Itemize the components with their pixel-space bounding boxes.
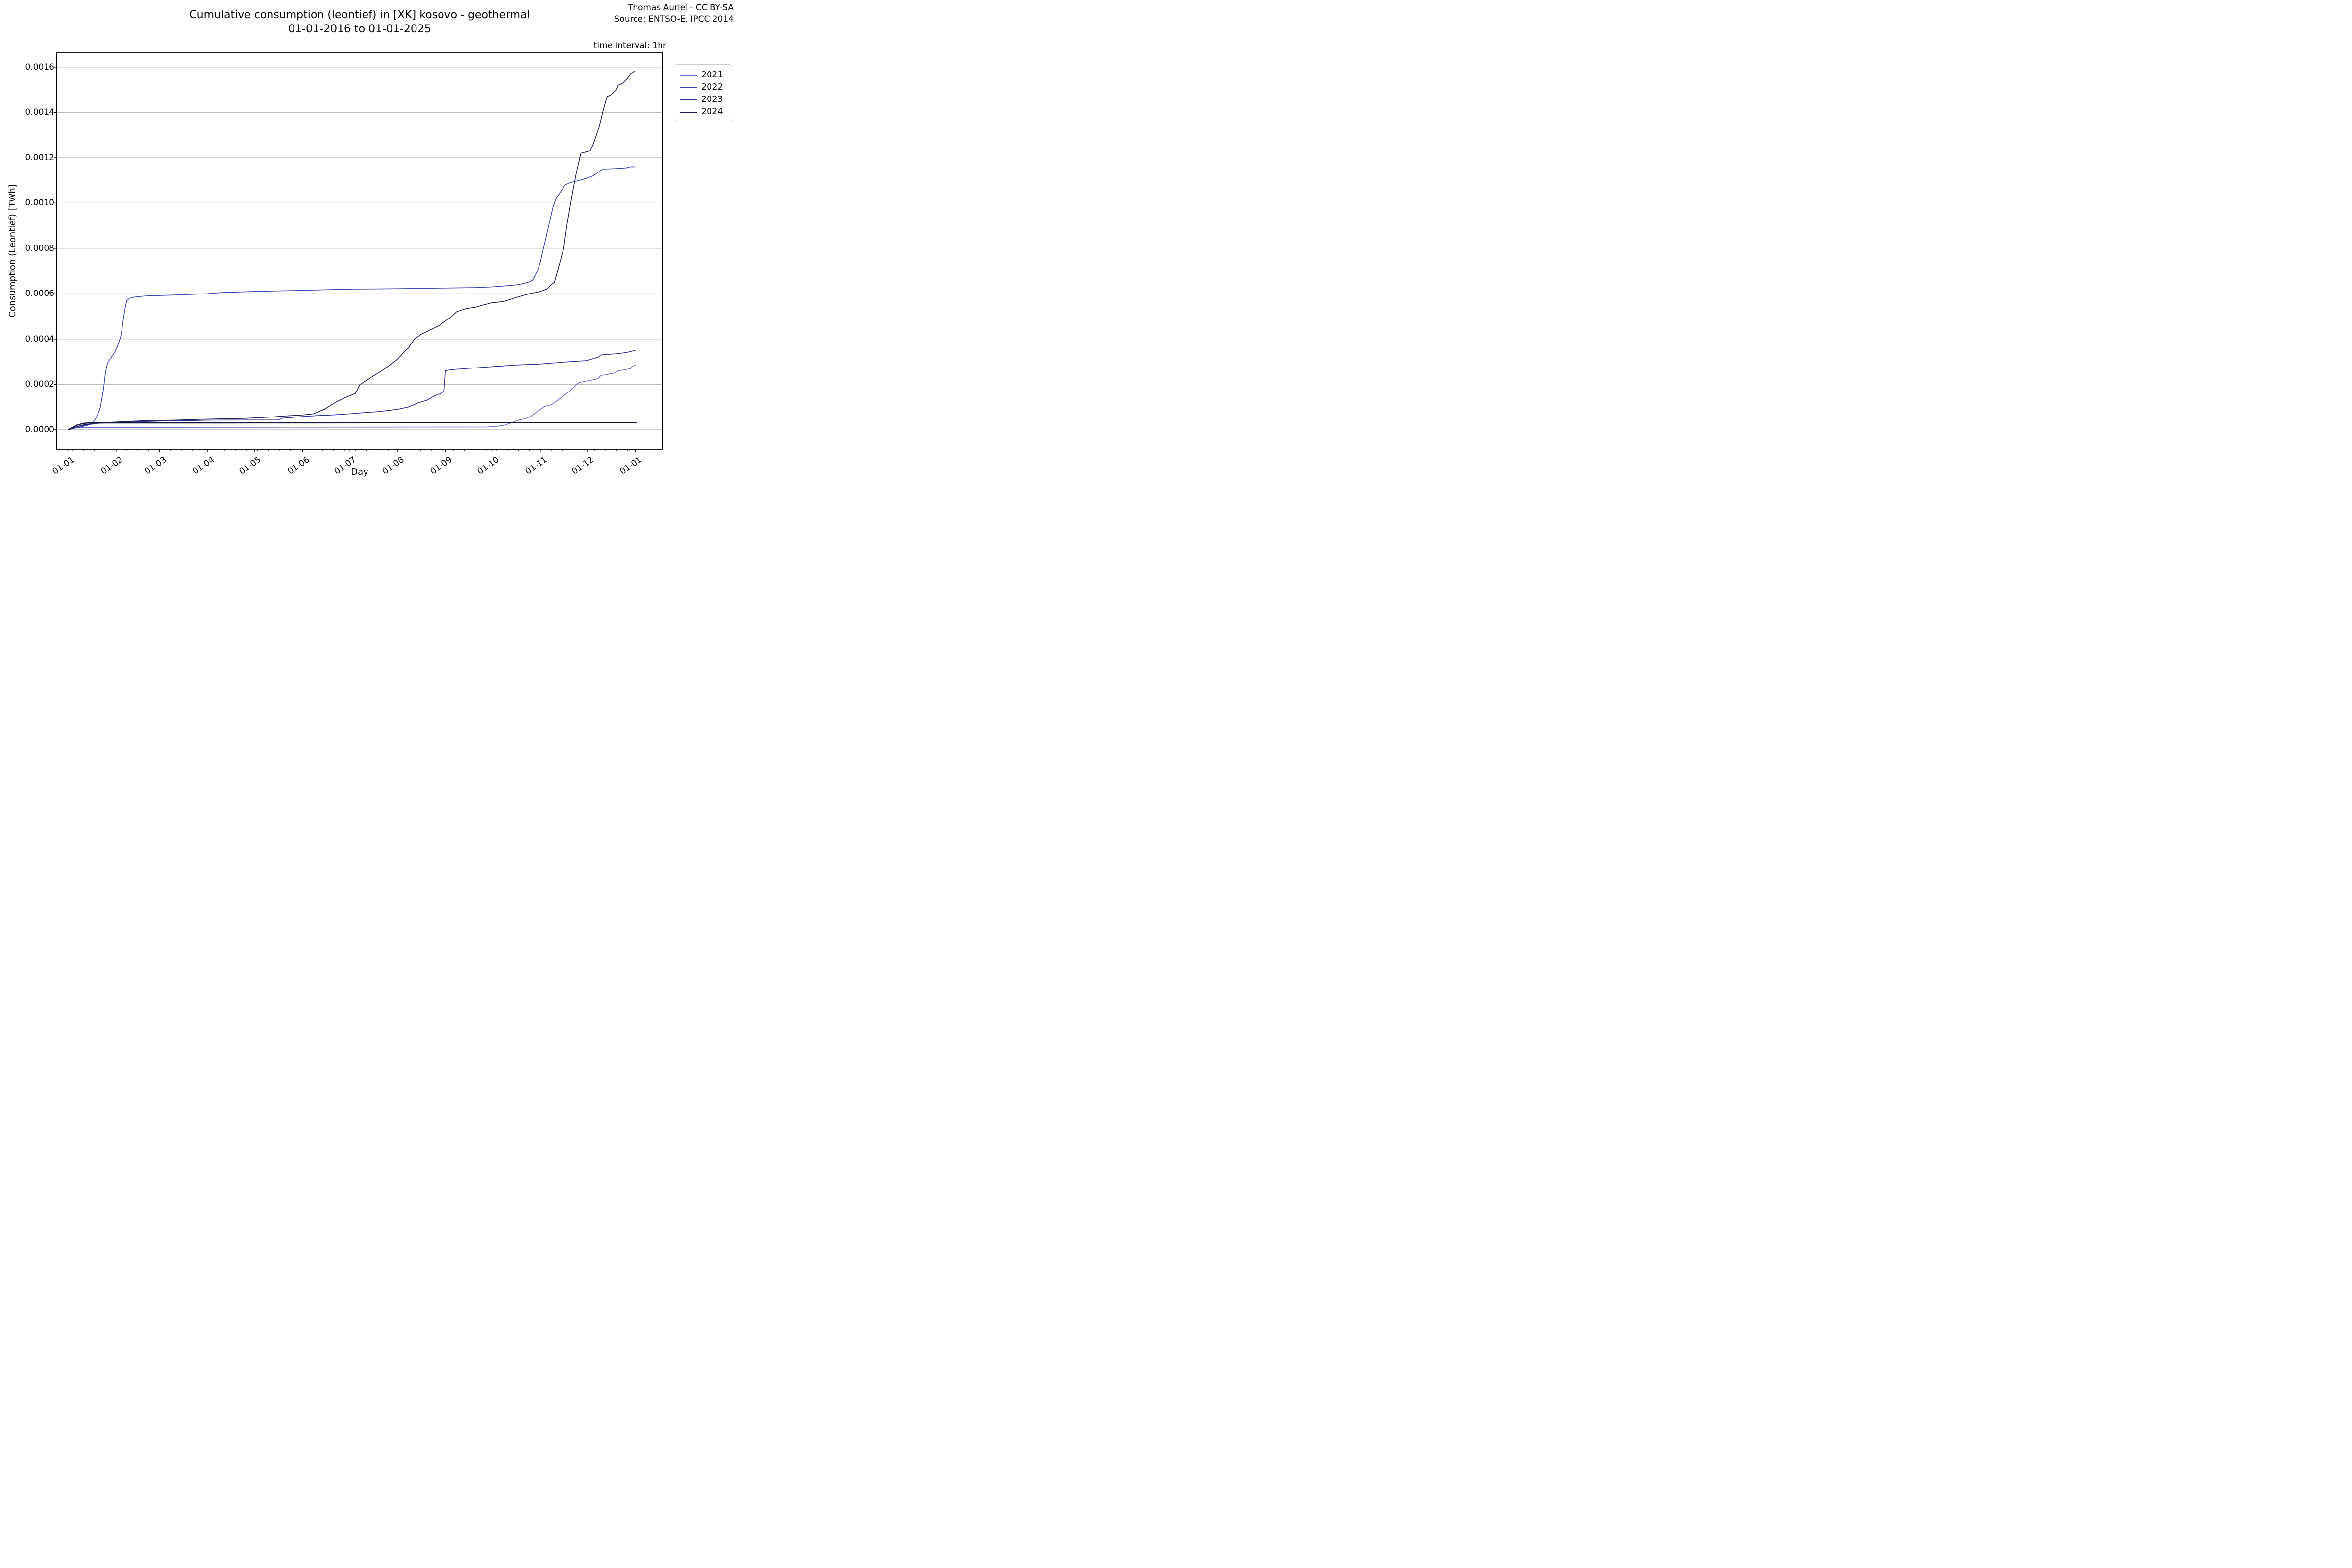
legend-line-swatch [680, 99, 697, 100]
legend-line-swatch [680, 87, 697, 88]
x-axis-label: Day [351, 467, 368, 477]
legend-line-swatch [680, 74, 697, 76]
series-line-2024 [68, 71, 636, 430]
y-tick-label: 0.0010 [25, 198, 54, 208]
chart-subtitle: 01-01-2016 to 01-01-2025 [288, 23, 431, 36]
series-line-2022 [68, 166, 636, 430]
time-interval-annotation: time interval: 1hr [593, 41, 666, 50]
legend: 2021 2022 2023 2024 [674, 64, 733, 122]
plot-area [54, 52, 663, 452]
chart-title: Cumulative consumption (leontief) in [XK… [189, 9, 530, 21]
series-line-unlabeled [67, 422, 637, 430]
series-line-2021 [68, 365, 636, 430]
y-tick-label: 0.0000 [25, 424, 54, 435]
attribution-source: Source: ENTSO-E, IPCC 2014 [614, 14, 734, 24]
figure: Cumulative consumption (leontief) in [XK… [0, 0, 735, 490]
attribution: Thomas Auriel - CC BY-SA Source: ENTSO-E… [614, 2, 734, 24]
legend-item-2024: 2024 [680, 106, 727, 118]
y-tick-label: 0.0004 [25, 334, 54, 344]
y-tick-label: 0.0014 [25, 107, 54, 118]
chart-title-block: Cumulative consumption (leontief) in [XK… [0, 8, 719, 36]
legend-label: 2022 [701, 82, 723, 92]
legend-item-2023: 2023 [680, 94, 727, 106]
legend-label: 2024 [701, 106, 723, 117]
legend-line-swatch [680, 111, 697, 113]
legend-item-2021: 2021 [680, 69, 727, 81]
y-tick-label: 0.0006 [25, 289, 54, 299]
plot-border [56, 52, 663, 450]
legend-label: 2023 [701, 94, 723, 104]
y-tick-label: 0.0016 [25, 62, 54, 72]
y-tick-label: 0.0002 [25, 379, 54, 390]
y-tick-label: 0.0012 [25, 152, 54, 163]
legend-label: 2021 [701, 70, 723, 80]
legend-item-2022: 2022 [680, 81, 727, 94]
attribution-author: Thomas Auriel - CC BY-SA [627, 3, 734, 13]
series-line-2023 [68, 350, 636, 430]
y-tick-label: 0.0008 [25, 243, 54, 253]
